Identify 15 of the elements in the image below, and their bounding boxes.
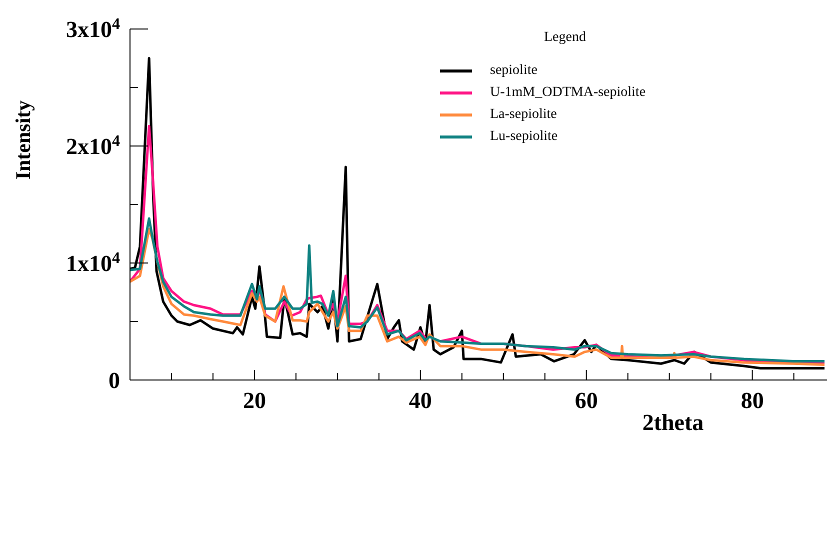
- legend-title: Legend: [543, 30, 587, 46]
- legend-label: U-1mM_ODTMA-sepiolite: [490, 85, 646, 101]
- legend-label: Lu-sepiolite: [490, 129, 558, 145]
- y-tick-label: 3x10$^{4}$: [66, 16, 120, 42]
- y-tick-label: 0: [108, 368, 120, 393]
- legend-label: sepiolite: [490, 63, 538, 79]
- x-tick-label: 60: [574, 388, 598, 413]
- x-tick-label: 80: [740, 388, 764, 413]
- legend-label: La-sepiolite: [490, 107, 557, 123]
- x-tick-label: 20: [242, 388, 266, 413]
- y-tick-label: 2x10$^{4}$: [66, 132, 120, 159]
- x-tick-label: 40: [408, 388, 432, 413]
- y-axis-title: Intensity: [11, 100, 35, 180]
- x-axis-title: 2theta: [642, 410, 704, 435]
- y-tick-label: 1x10$^{4}$: [66, 250, 120, 276]
